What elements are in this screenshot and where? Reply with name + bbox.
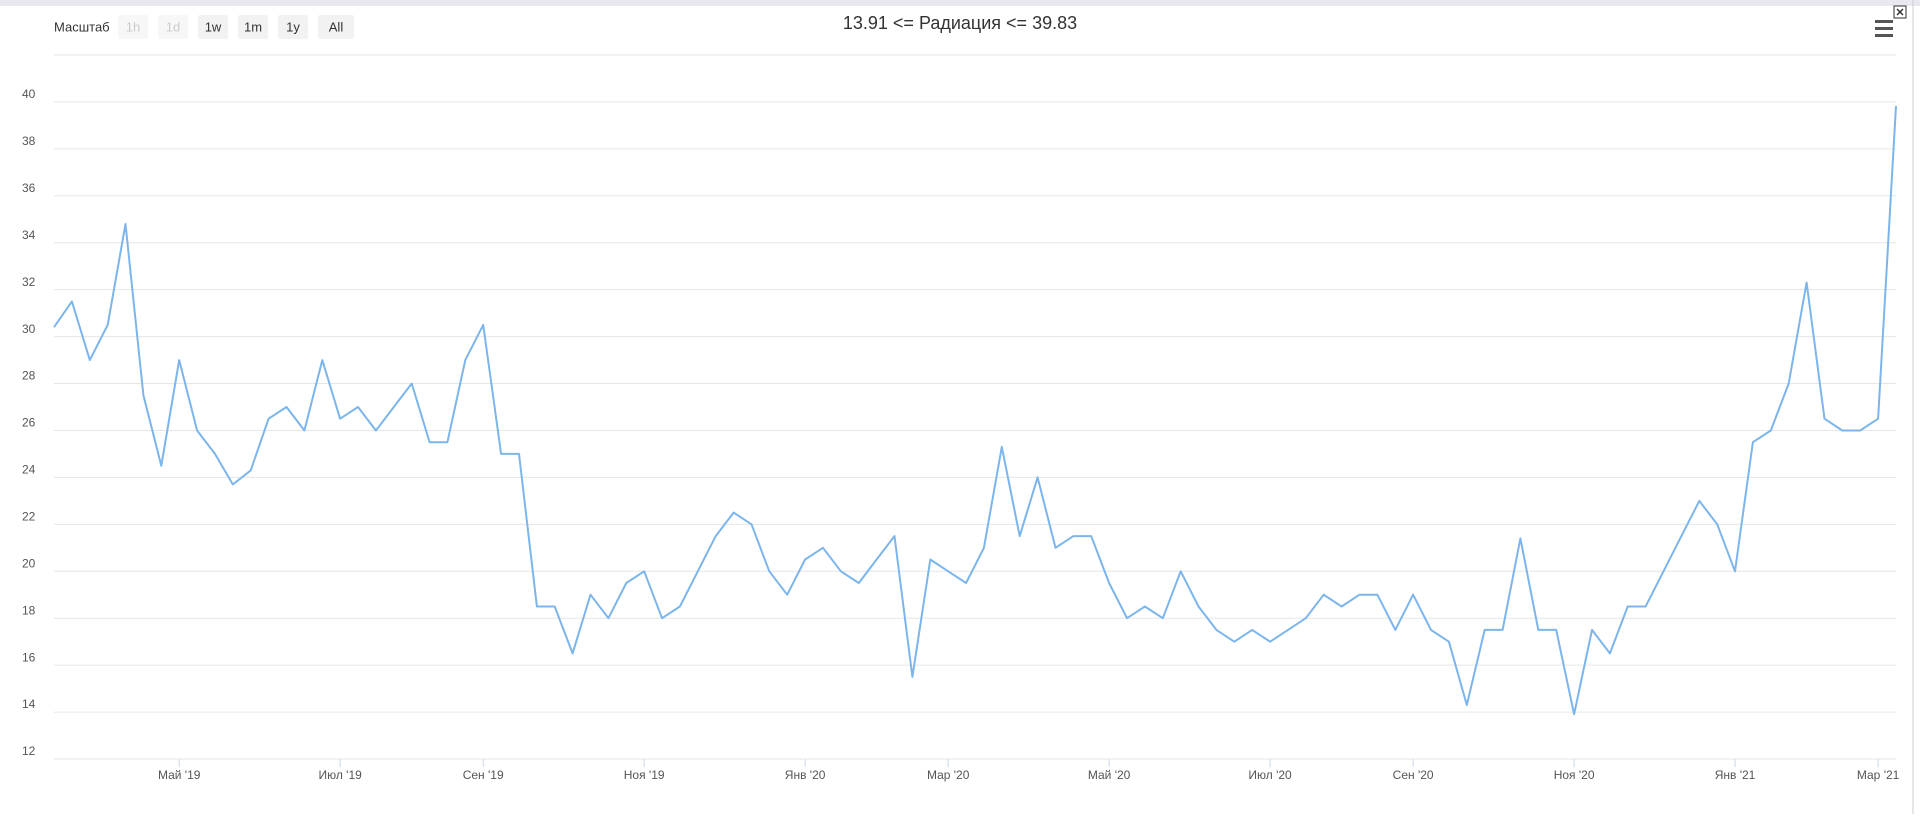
range-button-label: 1d	[166, 19, 180, 34]
y-tick-label: 40	[22, 87, 36, 101]
y-tick-label: 26	[22, 416, 36, 430]
y-tick-label: 24	[22, 463, 36, 477]
y-tick-label: 14	[22, 697, 36, 711]
range-button[interactable]	[278, 15, 308, 39]
range-button	[158, 15, 188, 39]
close-button[interactable]	[1893, 5, 1907, 19]
range-button-label: All	[329, 19, 344, 34]
frame-top	[0, 0, 1920, 6]
range-button[interactable]	[238, 15, 268, 39]
range-button	[118, 15, 148, 39]
x-tick-label: Мар '21	[1857, 768, 1900, 782]
menu-button[interactable]	[1875, 20, 1893, 37]
x-tick-label: Май '19	[158, 768, 201, 782]
data-line	[53, 105, 1897, 716]
range-label: Масштаб	[54, 19, 110, 34]
x-tick-label: Янв '21	[1715, 768, 1756, 782]
range-button-label: 1y	[286, 19, 300, 34]
y-tick-label: 28	[22, 369, 36, 383]
range-buttons: 1h 1d 1w 1m 1y All	[118, 15, 354, 39]
x-tick-label: Сен '20	[1393, 768, 1434, 782]
y-tick-label: 34	[22, 228, 36, 242]
range-button-label: 1m	[244, 19, 262, 34]
x-tick-label: Сен '19	[463, 768, 504, 782]
x-tick-label: Янв '20	[785, 768, 826, 782]
y-tick-label: 38	[22, 134, 36, 148]
y-tick-label: 20	[22, 556, 36, 570]
y-tick-label: 32	[22, 275, 36, 289]
x-tick-label: Июл '19	[318, 768, 362, 782]
y-tick-label: 16	[22, 650, 36, 664]
y-tick-label: 30	[22, 322, 36, 336]
y-tick-label: 18	[22, 603, 36, 617]
x-tick-label: Ноя '20	[1554, 768, 1595, 782]
y-tick-label: 22	[22, 510, 36, 524]
range-button[interactable]	[318, 15, 354, 39]
y-tick-label: 12	[22, 744, 36, 758]
range-button[interactable]	[198, 15, 228, 39]
range-button-label: 1w	[205, 19, 222, 34]
x-tick-label: Мар '20	[927, 768, 970, 782]
x-tick-label: Ноя '19	[624, 768, 665, 782]
x-tick-label: Май '20	[1088, 768, 1131, 782]
chart-title: 13.91 <= Радиация <= 39.83	[843, 13, 1077, 33]
y-tick-label: 36	[22, 181, 36, 195]
x-tick-label: Июл '20	[1248, 768, 1292, 782]
range-button-label: 1h	[126, 19, 140, 34]
